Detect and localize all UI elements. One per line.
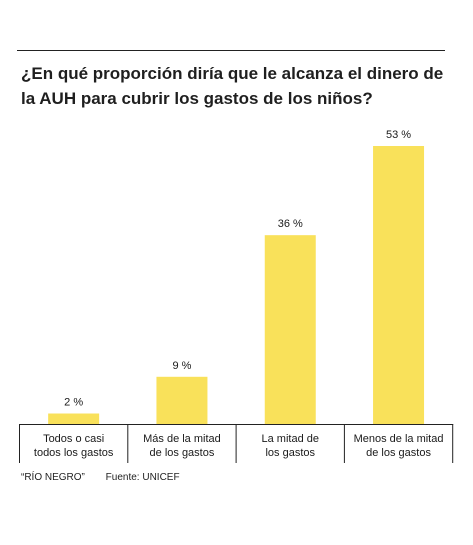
category-label: Todos o casi todos los gastos xyxy=(34,433,114,459)
footer-source: Fuente: UNICEF xyxy=(105,472,180,483)
bar xyxy=(264,235,316,424)
data-label: 9 % xyxy=(172,360,191,372)
category-label-line: los gastos xyxy=(265,447,315,459)
category-label: Menos de la mitad de los gastos xyxy=(354,433,444,459)
category-label: Más de la mitad de los gastos xyxy=(143,433,221,459)
category-label-line: Más de la mitad xyxy=(143,433,221,445)
top-rule xyxy=(17,50,445,51)
category-label-line: todos los gastos xyxy=(34,447,114,459)
chart-title: ¿En qué proporción diría que le alcanza … xyxy=(21,64,444,108)
bar xyxy=(373,146,425,424)
data-label: 36 % xyxy=(278,218,303,230)
category-label-line: Todos o casi xyxy=(43,433,104,445)
bar xyxy=(48,413,100,424)
bar xyxy=(156,376,208,424)
category-label-line: La mitad de xyxy=(262,433,319,445)
category-label-line: de los gastos xyxy=(366,447,431,459)
data-label: 2 % xyxy=(64,397,83,409)
footer-brand: “RÍO NEGRO” xyxy=(21,472,85,483)
category-label-line: de los gastos xyxy=(150,447,215,459)
footer: “RÍO NEGRO” Fuente: UNICEF xyxy=(21,472,198,483)
category-label-line: Menos de la mitad xyxy=(354,433,444,445)
data-label: 53 % xyxy=(386,129,411,141)
category-label: La mitad de los gastos xyxy=(262,433,319,459)
